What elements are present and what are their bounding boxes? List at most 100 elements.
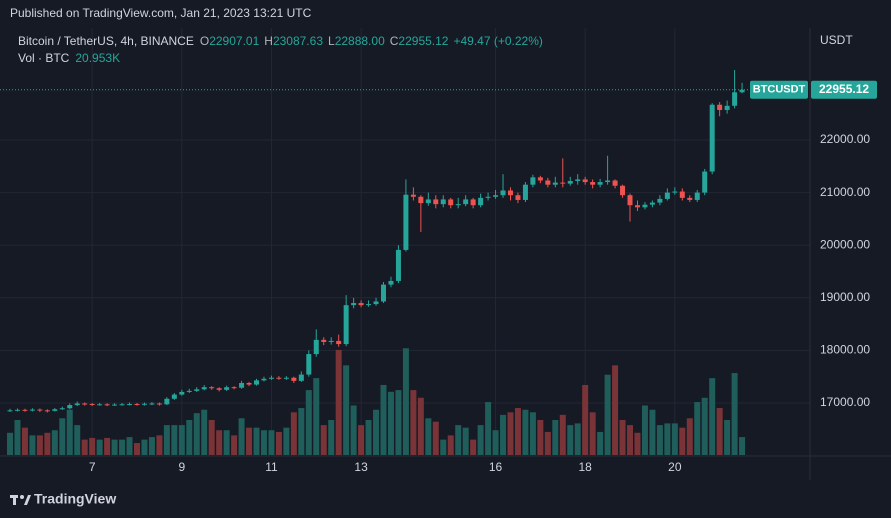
candle-body <box>313 339 319 355</box>
candle-body <box>545 180 551 185</box>
last-price-label: 22955.12 <box>819 82 869 96</box>
candle-body <box>709 104 715 172</box>
candle-body <box>336 340 342 345</box>
candle-body <box>306 354 312 375</box>
candle-body <box>515 195 521 200</box>
volume-bar <box>604 374 611 455</box>
candle-body <box>291 377 297 381</box>
candle-body <box>67 405 73 409</box>
volume-bar <box>51 430 58 455</box>
volume-bar <box>141 439 148 455</box>
volume-bar <box>268 430 275 455</box>
candle-body <box>597 182 603 185</box>
candle-body <box>724 105 730 111</box>
candle-body <box>537 177 543 181</box>
volume-bar <box>440 439 447 455</box>
volume-bar <box>29 435 36 455</box>
price-tag-label: BTCUSDT <box>753 84 806 96</box>
candle-body <box>575 179 581 182</box>
volume-bar <box>664 423 671 455</box>
volume-bar <box>201 409 208 455</box>
candle-body <box>388 280 394 285</box>
volume-bar <box>44 432 51 455</box>
candle-body <box>642 204 648 208</box>
plot-area <box>7 70 746 455</box>
y-axis-unit: USDT <box>820 33 853 47</box>
volume-bar <box>425 418 432 455</box>
volume-bar <box>701 397 708 455</box>
candle-body <box>74 403 80 406</box>
volume-bar <box>477 425 484 455</box>
volume-bar <box>612 365 619 455</box>
volume-bar <box>731 373 738 455</box>
volume-bar <box>275 431 282 455</box>
volume-bar <box>627 425 634 455</box>
candle-body <box>209 387 215 389</box>
volume-bar <box>739 437 746 455</box>
volume-bar <box>133 443 140 455</box>
volume-bar <box>529 412 536 455</box>
candle-body <box>373 301 379 305</box>
volume-bar <box>649 409 656 455</box>
volume-bar <box>567 425 574 455</box>
brand-logo <box>10 495 31 505</box>
candle-body <box>627 195 633 206</box>
volume-bar <box>216 430 223 455</box>
y-tick-label: 17000.00 <box>820 395 870 409</box>
volume-bar <box>455 425 462 455</box>
x-tick-label: 16 <box>489 460 503 474</box>
volume-bar <box>679 427 686 455</box>
volume-bar <box>462 427 469 455</box>
price-tag-bg <box>750 80 808 99</box>
candle-body <box>171 394 177 399</box>
volume-bar <box>619 419 626 455</box>
legend: Bitcoin / TetherUS, 4h, BINANCE O22907.01… <box>18 34 543 48</box>
candle-body <box>156 403 162 405</box>
volume-bar <box>290 412 297 455</box>
candle-body <box>679 191 685 198</box>
candle-body <box>7 410 13 412</box>
x-tick-label: 20 <box>668 460 682 474</box>
volume-bar <box>656 425 663 455</box>
candle-body <box>276 377 282 379</box>
y-tick-label: 18000.00 <box>820 343 870 357</box>
brand-name: TradingView <box>34 491 116 507</box>
volume-bar <box>507 412 514 455</box>
volume-bar <box>402 348 409 455</box>
volume-bar <box>552 419 559 455</box>
candle-body <box>239 382 245 388</box>
y-tick-label: 21000.00 <box>820 185 870 199</box>
candle-body <box>328 340 334 342</box>
candle-body <box>321 339 327 342</box>
candle-body <box>455 204 461 206</box>
candle-body <box>224 387 230 390</box>
candle-body <box>343 305 349 345</box>
volume-bar <box>432 421 439 455</box>
volume-bar <box>178 425 185 455</box>
candle-body <box>89 404 95 406</box>
volume-bar <box>582 384 589 455</box>
volume-bar <box>537 419 544 455</box>
candle-body <box>425 199 431 204</box>
candle-body <box>366 304 372 306</box>
candle-body <box>194 389 200 391</box>
legend-prefix: H <box>264 34 273 48</box>
candle-body <box>59 408 65 410</box>
legend-symbol: Bitcoin / TetherUS, 4h, BINANCE <box>18 34 194 48</box>
candle-body <box>52 409 58 411</box>
candle-body <box>590 182 596 185</box>
volume-bar <box>104 437 111 455</box>
candle-body <box>381 284 386 302</box>
y-tick-label: 19000.00 <box>820 290 870 304</box>
volume-bar <box>89 437 96 455</box>
candle-body <box>694 192 700 200</box>
x-tick-label: 9 <box>178 460 185 474</box>
volume-bar <box>395 390 402 455</box>
candle-body <box>582 179 588 183</box>
volume-bar <box>641 405 648 455</box>
volume-bar <box>358 425 365 455</box>
legend-prefix: C <box>390 34 399 48</box>
volume-bar <box>694 402 701 455</box>
candle-body <box>14 409 20 411</box>
volume-bar <box>544 431 551 455</box>
